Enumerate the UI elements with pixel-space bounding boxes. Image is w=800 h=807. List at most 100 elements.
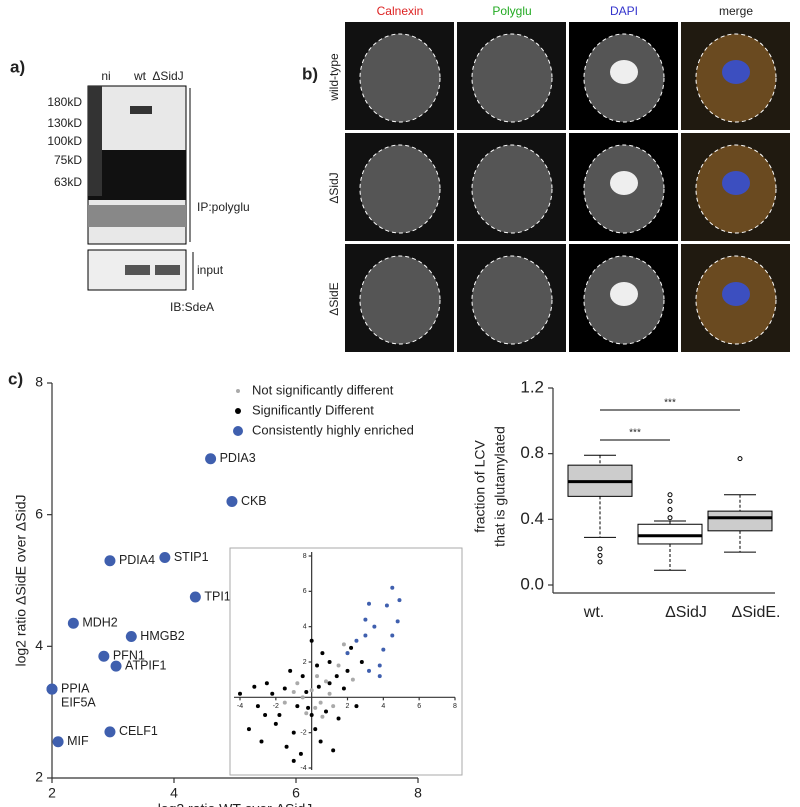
point-label: ATPIF1 xyxy=(125,658,166,672)
blot-band xyxy=(88,150,186,200)
point-label: HMGB2 xyxy=(140,629,185,643)
point xyxy=(367,601,371,606)
x-tick-label: 6 xyxy=(292,785,300,801)
point xyxy=(205,453,217,465)
point xyxy=(309,638,314,643)
point xyxy=(52,736,64,748)
y-tick-label: 6 xyxy=(303,588,307,595)
point xyxy=(264,681,269,686)
y-tick-label: 0.4 xyxy=(520,509,544,528)
x-axis-label: log2 ratio WT over ΔSidJ xyxy=(158,801,313,807)
point xyxy=(298,751,303,756)
point xyxy=(316,684,321,689)
x-tick-label: 2 xyxy=(48,785,56,801)
outlier xyxy=(597,552,603,558)
marker: 180kD xyxy=(47,95,82,109)
point xyxy=(110,660,122,672)
point xyxy=(354,704,359,709)
point xyxy=(377,674,382,679)
x-tick-label: wt. xyxy=(583,604,604,621)
cell-outline xyxy=(471,144,553,234)
legend-label: Significantly Different xyxy=(252,402,374,417)
marker: 75kD xyxy=(54,153,82,167)
ib-label: IB:SdeA xyxy=(170,300,214,314)
point xyxy=(331,748,336,753)
point-label: PDIA3 xyxy=(220,451,256,465)
outlier xyxy=(737,456,743,462)
point xyxy=(341,642,346,647)
point xyxy=(304,690,309,695)
y-tick-label: 4 xyxy=(35,637,43,653)
point xyxy=(238,691,242,696)
point xyxy=(341,686,346,691)
panel-label: c) xyxy=(8,369,23,388)
outlier xyxy=(667,506,673,512)
point xyxy=(349,645,354,650)
x-tick-label: 4 xyxy=(170,785,178,801)
point xyxy=(345,668,350,673)
point xyxy=(246,727,251,732)
point xyxy=(336,663,341,668)
y-tick-label: 2 xyxy=(303,659,307,666)
point xyxy=(67,617,79,629)
point-label: PDIA4 xyxy=(119,553,155,567)
nucleus xyxy=(610,282,638,306)
point xyxy=(367,668,371,673)
nucleus xyxy=(722,60,750,84)
point xyxy=(282,700,287,705)
point xyxy=(390,633,395,638)
row-label: ΔSidJ xyxy=(327,172,341,203)
lane-label: wt xyxy=(133,69,147,83)
blot-band xyxy=(155,265,180,275)
x-tick-label: 4 xyxy=(381,703,385,710)
cell-outline xyxy=(471,255,553,345)
point-label: PFN1 xyxy=(113,649,145,663)
column-header: Polyglu xyxy=(492,4,531,18)
point xyxy=(309,713,314,717)
point xyxy=(315,674,320,679)
point xyxy=(320,651,325,656)
point-label: MDH2 xyxy=(82,616,117,630)
point xyxy=(291,758,296,763)
x-tick-label: -4 xyxy=(237,703,243,710)
legend-label: Consistently highly enriched xyxy=(252,422,414,437)
point xyxy=(277,713,282,717)
outlier xyxy=(667,498,673,504)
point xyxy=(377,663,382,668)
y-tick-label: -4 xyxy=(300,765,306,772)
point xyxy=(324,709,328,714)
y-tick-label: 1.2 xyxy=(520,377,544,396)
point xyxy=(313,727,318,732)
point xyxy=(159,551,171,563)
y-tick-label: -2 xyxy=(300,730,306,737)
marker: 63kD xyxy=(54,175,82,189)
x-tick-label: 8 xyxy=(453,703,457,710)
panel-a: a) ni wt ΔSidJ 180kD 130kD 100kD 75kD 63… xyxy=(10,57,250,314)
point xyxy=(273,721,278,726)
blot-band xyxy=(125,265,150,275)
marker: 100kD xyxy=(47,134,82,148)
point-label: STIP1 xyxy=(174,550,209,564)
y-tick-label: 8 xyxy=(303,553,307,560)
row-label: wild-type xyxy=(327,53,341,102)
point xyxy=(359,660,364,664)
cell-outline xyxy=(359,33,441,123)
nucleus xyxy=(722,171,750,195)
point xyxy=(363,633,368,638)
blot-band xyxy=(88,205,186,227)
lane-label: ni xyxy=(101,69,110,83)
point xyxy=(263,713,268,717)
point-label: TPI1 xyxy=(204,589,230,603)
column-header: DAPI xyxy=(610,4,638,18)
y-axis-label: that is glutamylated xyxy=(492,426,508,547)
y-axis-label: fraction of LCV xyxy=(472,440,488,533)
point xyxy=(372,624,377,629)
point xyxy=(104,726,116,738)
point xyxy=(291,730,296,735)
y-axis-label: log2 ratio ΔSidE over ΔSidJ xyxy=(13,494,29,666)
point-label: MIF xyxy=(67,734,89,748)
point xyxy=(288,668,293,673)
point xyxy=(384,603,389,608)
outlier xyxy=(667,515,673,521)
panel-label: a) xyxy=(10,57,25,76)
